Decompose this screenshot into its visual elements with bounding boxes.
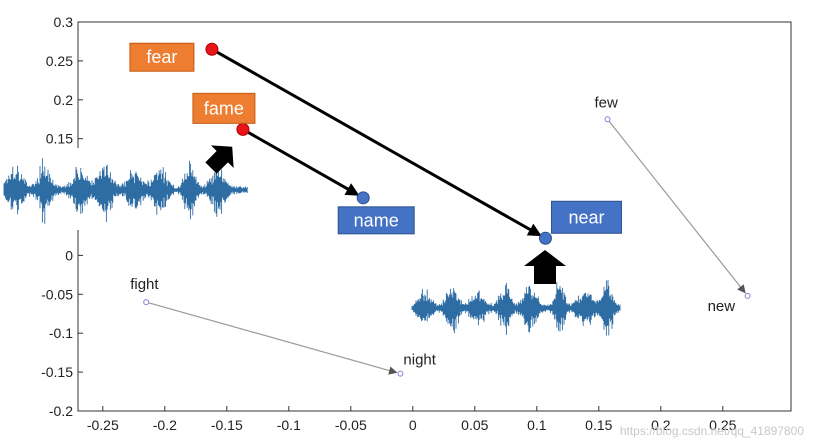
x-tick-label: -0.1	[277, 417, 301, 433]
y-tick-label: 0.25	[46, 53, 73, 69]
word-box-fame	[192, 92, 256, 124]
thin-arrows	[148, 121, 746, 375]
watermark: https://blog.csdn.net/qq_41897800	[620, 424, 804, 438]
point-fear	[205, 42, 219, 56]
arrow-few-to-new	[608, 121, 746, 294]
axes: -0.25 -0.2 -0.15 -0.1 -0.05 0 0.05 0.1 0.15 0.2 0.…	[41, 14, 737, 433]
word-box-label-near: near	[568, 207, 604, 227]
word-boxes: fear near fame name	[129, 42, 622, 235]
point-near	[538, 231, 552, 245]
waveform-right-trace	[411, 280, 621, 336]
x-tick-label: -0.2	[153, 417, 177, 433]
x-tick-label: 0	[409, 417, 417, 433]
diagonal-arrow-icon-fame	[205, 145, 234, 174]
point-label-night: night	[403, 352, 436, 369]
y-tick-label: 0	[65, 247, 73, 263]
x-tick-label: 0.2	[651, 417, 671, 433]
waveform-center-right	[411, 280, 621, 336]
point-fame	[236, 122, 250, 136]
y-tick-label: 0.15	[46, 131, 73, 147]
point-label-fight: fight	[130, 276, 159, 293]
x-tick-label: -0.25	[87, 417, 119, 433]
y-tick-label: -0.1	[49, 325, 73, 341]
highlight-points	[205, 42, 552, 245]
x-tick-label: 0.1	[527, 417, 547, 433]
arrow-fight-to-night	[148, 302, 398, 375]
point-name	[356, 191, 370, 205]
bold-arrows	[216, 50, 542, 237]
word-box-label-fear: fear	[146, 47, 177, 67]
point-label-few: few	[594, 94, 618, 111]
word-box-label-fame: fame	[204, 98, 244, 118]
point-night	[397, 370, 404, 377]
x-tick-label: 0.15	[585, 417, 612, 433]
word-box-fear	[129, 42, 195, 72]
point-label-new: new	[708, 298, 736, 315]
waveform-left-trace	[3, 158, 248, 224]
word-box-near	[550, 200, 622, 234]
arrow-fame-to-name	[247, 131, 360, 196]
word-box-name	[337, 206, 415, 235]
y-tick-label: 0.3	[54, 14, 74, 30]
plain-points: few new fight night	[130, 94, 751, 377]
x-tick-label: -0.05	[335, 417, 367, 433]
y-tick-label: -0.2	[49, 403, 73, 419]
word-box-label-name: name	[354, 210, 399, 230]
point-new	[744, 292, 751, 299]
x-tick-label: -0.15	[211, 417, 243, 433]
point-fight	[143, 299, 150, 306]
up-arrow-icon-near	[524, 250, 566, 284]
y-tick-label: 0.2	[54, 92, 74, 108]
waveform-left	[3, 158, 248, 224]
x-tick-label: 0.25	[709, 417, 736, 433]
y-tick-label: -0.15	[41, 364, 73, 380]
x-tick-label: 0.05	[461, 417, 488, 433]
y-tick-label: -0.05	[41, 286, 73, 302]
point-few	[604, 116, 611, 123]
arrow-fear-to-near	[216, 50, 542, 237]
